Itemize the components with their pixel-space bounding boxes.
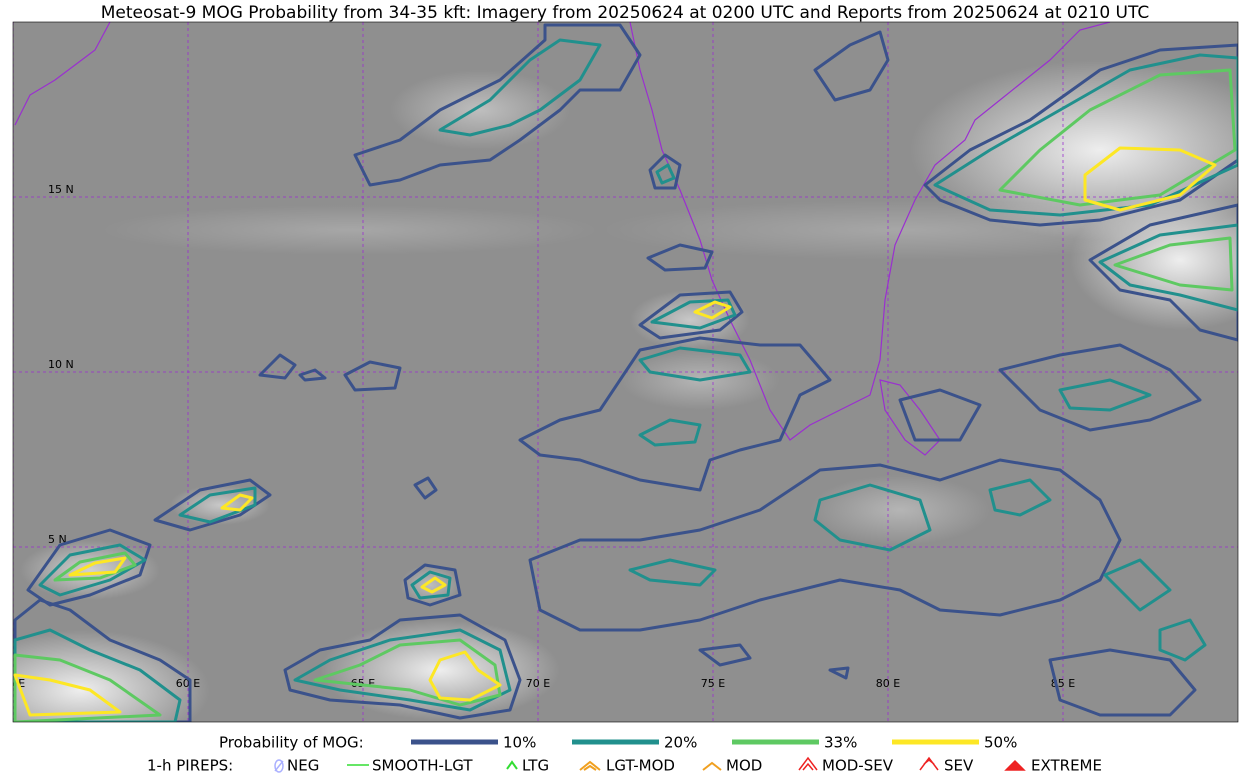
contour <box>1058 378 1152 412</box>
pirep-label: SEV <box>944 757 974 775</box>
contour <box>1083 146 1217 212</box>
legend-label: 10% <box>503 734 536 752</box>
contour <box>1113 236 1234 292</box>
contour <box>438 38 602 137</box>
contour <box>655 163 676 185</box>
contour <box>353 23 642 187</box>
contour <box>410 570 452 600</box>
contour <box>1088 203 1238 342</box>
contour <box>313 638 502 707</box>
contour <box>420 576 447 594</box>
contour <box>293 628 512 712</box>
contour <box>813 483 932 552</box>
pirep-label: NEG <box>287 757 319 775</box>
contour <box>1048 648 1197 717</box>
graticule: 15 N10 N5 N55 E 60 E 65 E 70 E 75 E 80 E 85 E <box>13 22 1238 722</box>
contour <box>68 556 127 577</box>
contours <box>13 23 1238 722</box>
pirep-icons <box>274 756 1026 773</box>
latitude-label: 5 N <box>48 533 67 546</box>
contour <box>13 673 122 717</box>
longitude-label: 80 E <box>876 677 900 690</box>
contour <box>628 558 717 587</box>
pirep-label: SMOOTH-LGT <box>372 757 473 775</box>
contour <box>220 493 254 512</box>
contour <box>38 543 147 597</box>
contour <box>898 388 982 442</box>
longitude-label: 70 E <box>526 677 550 690</box>
latitude-label: 10 N <box>48 358 74 371</box>
contour <box>428 650 502 702</box>
contour <box>650 298 737 330</box>
contour <box>638 290 744 340</box>
legend-label: 33% <box>824 734 857 752</box>
contour <box>693 300 732 320</box>
contour <box>518 336 832 492</box>
contour <box>283 613 522 720</box>
legend-label: 20% <box>664 734 697 752</box>
contour <box>298 368 327 382</box>
contour <box>178 486 257 524</box>
contour <box>343 360 402 392</box>
contour <box>413 476 438 500</box>
contour <box>403 563 462 607</box>
legend: Probability of MOG: 10% 20% 33% 50% 1-h PIREP… <box>147 734 1102 775</box>
contour <box>638 418 702 447</box>
contour <box>923 43 1238 227</box>
contour <box>813 30 890 102</box>
contour <box>998 68 1237 207</box>
contour <box>528 458 1122 632</box>
pirep-label: MOD-SEV <box>822 757 894 775</box>
contour <box>648 153 682 190</box>
contour <box>988 478 1052 517</box>
legend-title: Probability of MOG: <box>219 734 364 752</box>
pireps-title: 1-h PIREPS: <box>147 757 233 775</box>
contour <box>646 243 714 272</box>
contour <box>1158 618 1207 662</box>
latitude-label: 15 N <box>48 183 74 196</box>
longitude-label: 60 E <box>176 677 200 690</box>
legend-label: 50% <box>984 734 1017 752</box>
pirep-label: EXTREME <box>1031 757 1102 775</box>
contour <box>153 478 272 532</box>
contour <box>13 628 182 722</box>
contour <box>1103 558 1172 612</box>
contour <box>638 346 752 382</box>
contour <box>828 666 850 680</box>
contour <box>698 643 752 667</box>
contour <box>258 353 297 380</box>
map: 15 N10 N5 N55 E 60 E 65 E 70 E 75 E 80 E 85 E <box>13 22 1238 722</box>
map-frame <box>12 21 1239 723</box>
longitude-label: 75 E <box>701 677 725 690</box>
contour <box>933 53 1238 217</box>
contour <box>13 653 162 722</box>
pirep-label: LGT-MOD <box>606 757 675 775</box>
contour <box>998 343 1202 432</box>
contour <box>1098 223 1238 312</box>
pirep-label: LTG <box>522 757 549 775</box>
pirep-label: MOD <box>726 757 762 775</box>
contour <box>53 551 137 582</box>
map-title: Meteosat-9 MOG Probability from 34-35 kf… <box>101 3 1150 23</box>
